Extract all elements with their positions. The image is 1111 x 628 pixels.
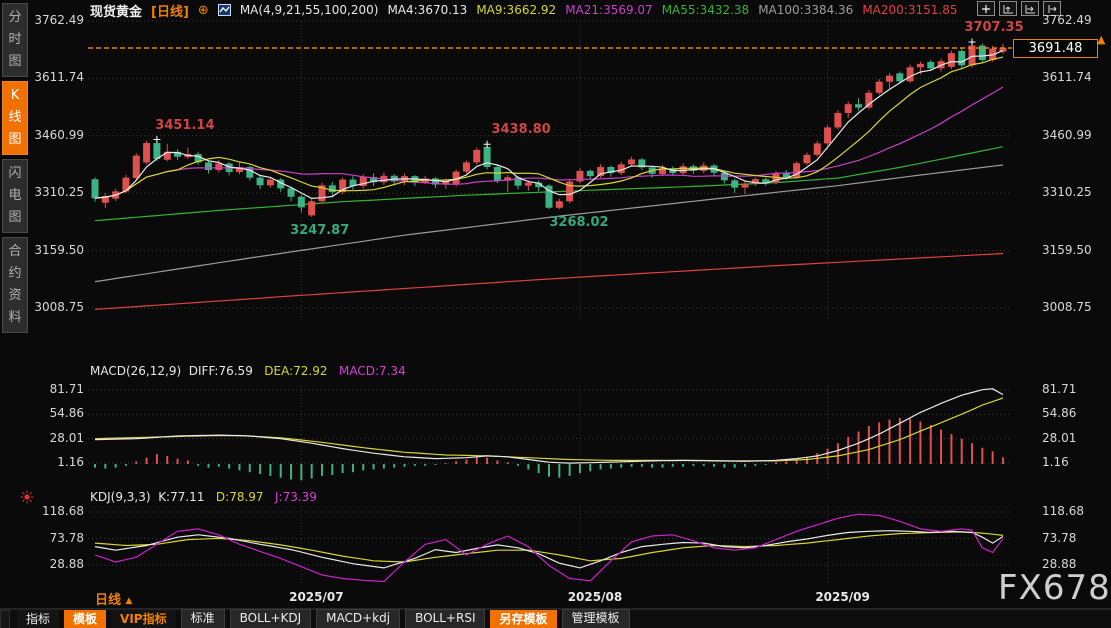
btn-manage-templates[interactable]: 管理模板 xyxy=(561,609,630,628)
btn-vip-indicators[interactable]: VIP指标 xyxy=(111,610,176,628)
sidebar-tab-char: K xyxy=(10,88,20,103)
price-marker-arrow-icon: ▲ xyxy=(1097,33,1106,46)
sidebar-tab-char: 图 xyxy=(8,132,22,147)
ma9-value: MA9:3662.92 xyxy=(476,3,557,17)
ma-indicator-icon[interactable] xyxy=(217,4,231,16)
pan-right-icon[interactable] xyxy=(1043,1,1061,16)
btn-save-template[interactable]: 另存模板 xyxy=(490,610,557,628)
chart-tool-buttons xyxy=(977,1,1061,16)
kdj-d-value: D:78.97 xyxy=(215,490,264,504)
sidebar-tab-char: 时 xyxy=(8,32,22,47)
ma-settings-label: MA(4,9,21,55,100,200) xyxy=(239,3,379,17)
sidebar-tab-char: 图 xyxy=(8,54,22,69)
sidebar-tab-char: 线 xyxy=(8,110,22,125)
toolbar-corner xyxy=(0,610,10,628)
btn-boll-rsi[interactable]: BOLL+RSI xyxy=(405,609,486,628)
btn-templates[interactable]: 模板 xyxy=(64,610,107,628)
sidebar-tab-char: 料 xyxy=(8,310,22,325)
sidebar-tab-flash-chart[interactable]: 闪电图 xyxy=(2,159,28,233)
ma100-value: MA100:3384.36 xyxy=(758,3,854,17)
macd-dea-value: DEA:72.92 xyxy=(264,364,328,378)
kdj-header: KDJ(9,3,3) K:77.11 D:78.97 J:73.39 xyxy=(90,490,317,504)
macd-diff-value: DIFF:76.59 xyxy=(188,364,253,378)
sidebar-tab-char: 图 xyxy=(8,210,22,225)
watermark: FX678 xyxy=(998,568,1111,608)
period-selector[interactable]: 日线 ▲ xyxy=(95,589,132,608)
sidebar-tab-char: 电 xyxy=(8,188,22,203)
current-price-tag: 3691.48 xyxy=(1013,39,1098,58)
bottom-toolbar: 指标 模板 VIP指标 标准 BOLL+KDJ MACD+kdj BOLL+RSI 另存模板管… xyxy=(0,609,1111,628)
ma200-value: MA200:3151.85 xyxy=(862,3,958,17)
kdj-settings-label: KDJ(9,3,3) xyxy=(90,490,151,504)
macd-settings-label: MACD(26,12,9) xyxy=(90,364,182,378)
chart-header: 现货黄金 [日线] ⊕ MA(4,9,21,55,100,200) MA4:36… xyxy=(90,2,958,20)
symbol-title: 现货黄金 xyxy=(90,4,143,20)
btn-macd-kdj[interactable]: MACD+kdj xyxy=(316,609,401,628)
ma55-value: MA55:3432.38 xyxy=(661,3,750,17)
crosshair-icon[interactable] xyxy=(977,1,995,16)
add-compare-icon[interactable]: ⊕ xyxy=(197,2,209,18)
ma4-value: MA4:3670.13 xyxy=(387,3,468,17)
btn-boll-kdj[interactable]: BOLL+KDJ xyxy=(229,609,312,628)
macd-header: MACD(26,12,9) DIFF:76.59 DEA:72.92 MACD:… xyxy=(90,364,406,378)
period-selector-label: 日线 xyxy=(95,593,122,608)
btn-indicators[interactable]: 指标 xyxy=(17,610,60,628)
sidebar-tab-char: 分 xyxy=(8,10,22,25)
scale-up-icon[interactable] xyxy=(999,1,1017,16)
ma21-value: MA21:3569.07 xyxy=(565,3,653,17)
sidebar-tab-char: 闪 xyxy=(8,166,22,181)
scale-right-icon[interactable] xyxy=(1021,1,1039,16)
sidebar-tab-contract-info[interactable]: 合约资料 xyxy=(2,237,28,333)
sidebar-tab-char: 约 xyxy=(8,266,22,281)
indicator-alert-icon[interactable] xyxy=(20,489,34,504)
kdj-j-value: J:73.39 xyxy=(275,490,317,504)
period-tag[interactable]: [日线] xyxy=(151,4,189,20)
chevron-up-icon: ▲ xyxy=(125,596,133,606)
kdj-k-value: K:77.11 xyxy=(158,490,205,504)
sidebar-tab-char: 资 xyxy=(8,288,22,303)
macd-macd-value: MACD:7.34 xyxy=(338,364,406,378)
btn-standard[interactable]: 标准 xyxy=(180,609,225,628)
sidebar-tab-time-chart[interactable]: 分时图 xyxy=(2,3,28,77)
sidebar-tab-char: 合 xyxy=(8,244,22,259)
